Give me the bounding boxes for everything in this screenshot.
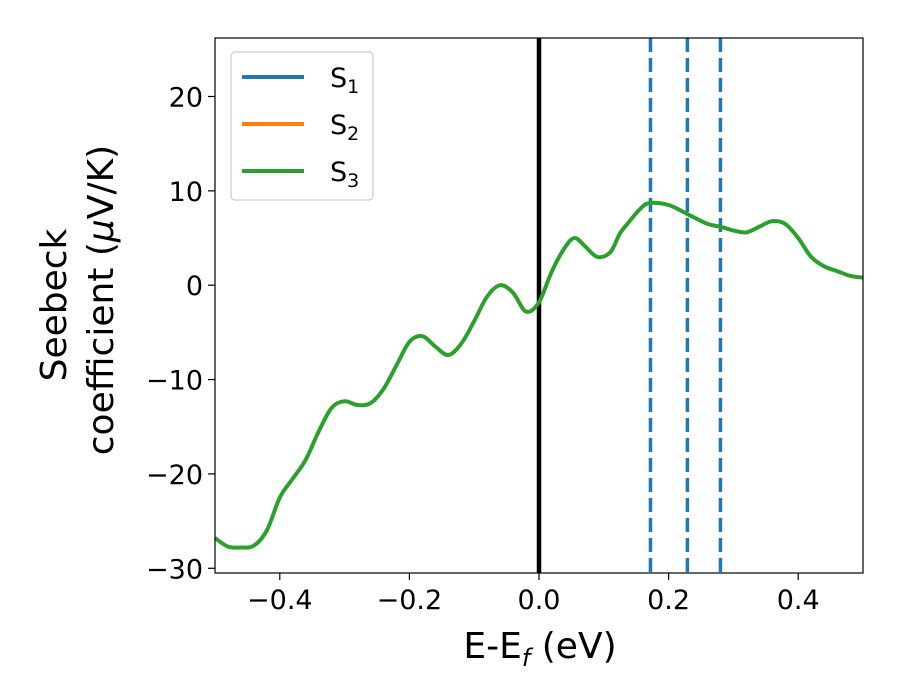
y-tick-label: −20 bbox=[146, 460, 203, 491]
x-axis-title-unit: (eV) bbox=[530, 626, 616, 667]
y-tick-label: −30 bbox=[146, 554, 203, 585]
x-tick-label: −0.4 bbox=[247, 585, 313, 616]
x-tick-label: 0.4 bbox=[777, 585, 820, 616]
x-tick-label: 0.0 bbox=[518, 585, 561, 616]
y-tick-label: 20 bbox=[169, 83, 203, 114]
x-axis-title: E-Ef (eV) bbox=[463, 626, 616, 672]
y-tick-label: −10 bbox=[146, 366, 203, 397]
legend-label-1: S1 bbox=[330, 63, 359, 98]
y-axis-title-pre: coefficient ( bbox=[81, 242, 122, 455]
y-axis-title-post: V/K) bbox=[81, 145, 122, 219]
x-axis-title-main: E-E bbox=[463, 626, 521, 667]
plot-area bbox=[215, 38, 863, 573]
y-axis: −30 −20 −10 0 10 20 bbox=[146, 83, 215, 585]
x-tick-label: −0.2 bbox=[377, 585, 443, 616]
y-axis-title-mu: μ bbox=[81, 219, 122, 243]
y-axis-title-line1: Seebeck bbox=[34, 228, 75, 381]
legend-label-2: S2 bbox=[330, 110, 359, 145]
y-tick-label: 10 bbox=[169, 177, 203, 208]
y-axis-title-line2: coefficient (μV/K) bbox=[81, 145, 122, 455]
x-tick-label: 0.2 bbox=[647, 585, 690, 616]
y-tick-label: 0 bbox=[186, 271, 203, 302]
legend: S1 S2 S3 bbox=[230, 51, 374, 201]
legend-label-3: S3 bbox=[330, 157, 359, 192]
x-axis: −0.4 −0.2 0.0 0.2 0.4 bbox=[247, 573, 820, 616]
series-line-3 bbox=[215, 200, 863, 550]
